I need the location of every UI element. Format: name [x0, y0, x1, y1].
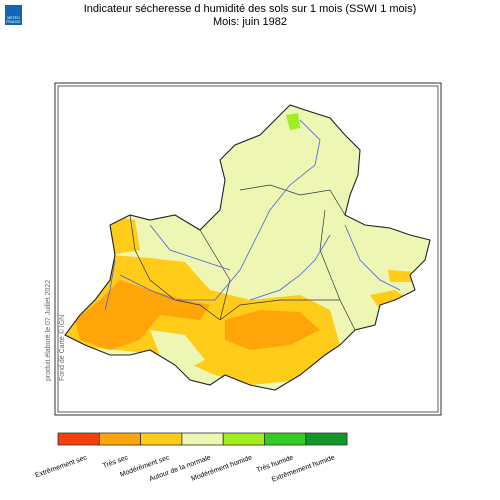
map-title: Indicateur sécheresse d humidité des sol…: [84, 3, 417, 15]
map-subtitle: Mois: juin 1982: [213, 16, 287, 28]
legend-swatch: [305, 432, 348, 446]
legend-swatch: [181, 432, 224, 446]
legend-swatch: [264, 432, 307, 446]
logo-text: MÉTÉO: [7, 15, 20, 20]
map-frame-inner: [57, 85, 439, 413]
legend-label: Très sec: [102, 454, 130, 470]
logo-text: FRANCE: [6, 20, 21, 24]
legend-label: Extrêmement sec: [34, 454, 88, 479]
logo: [5, 5, 22, 25]
map-fill: [65, 105, 430, 390]
legend-swatch: [222, 432, 265, 446]
legend-swatch: [140, 432, 183, 446]
map-frame: [54, 82, 442, 416]
rivers: [104, 119, 401, 311]
side-note: produit élaboré le 07 Juillet 2022: [45, 280, 52, 381]
legend-swatch: [57, 432, 100, 446]
legend-swatch: [98, 432, 142, 446]
department-borders: [129, 184, 356, 331]
side-credit: Fond de Carte © IGN: [58, 315, 66, 381]
